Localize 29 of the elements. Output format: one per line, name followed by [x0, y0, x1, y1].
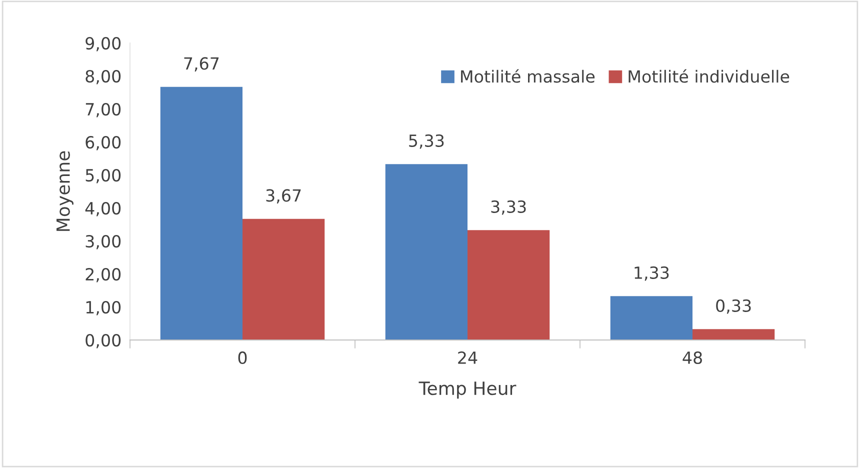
x-axis-title: Temp Heur — [418, 382, 516, 399]
bar — [468, 230, 550, 340]
y-tick-label: 8,00 — [86, 70, 121, 84]
y-tick-label: 0,00 — [86, 334, 121, 348]
bar — [160, 86, 242, 340]
bar — [385, 164, 468, 340]
y-tick-label: 6,00 — [86, 136, 121, 150]
y-tick-label: 4,00 — [85, 202, 121, 216]
bar — [610, 296, 692, 340]
data-label: 1,33 — [634, 266, 669, 281]
data-label: 5,33 — [409, 134, 444, 149]
x-tick-label: 48 — [682, 351, 702, 364]
x-tick-label: 24 — [458, 351, 478, 364]
data-label: 0,33 — [716, 299, 751, 314]
y-tick-label: 5,00 — [86, 168, 121, 184]
data-label: 3,33 — [491, 200, 526, 215]
data-label: 7,67 — [184, 57, 219, 72]
x-tick-label: 0 — [238, 351, 247, 364]
y-tick-label: 1,00 — [86, 300, 121, 316]
y-tick-label: 3,00 — [86, 234, 121, 250]
y-tick-label: 2,00 — [86, 268, 121, 282]
data-label: 3,67 — [266, 189, 301, 204]
bar — [242, 218, 325, 340]
legend-label: Motilité individuelle — [628, 69, 790, 83]
y-tick-label: 7,00 — [86, 102, 121, 118]
y-tick-label: 9,00 — [86, 36, 121, 52]
y-axis-title: Moyenne — [56, 151, 74, 231]
bar — [692, 329, 775, 340]
legend-label: Motilité massale — [461, 69, 595, 83]
